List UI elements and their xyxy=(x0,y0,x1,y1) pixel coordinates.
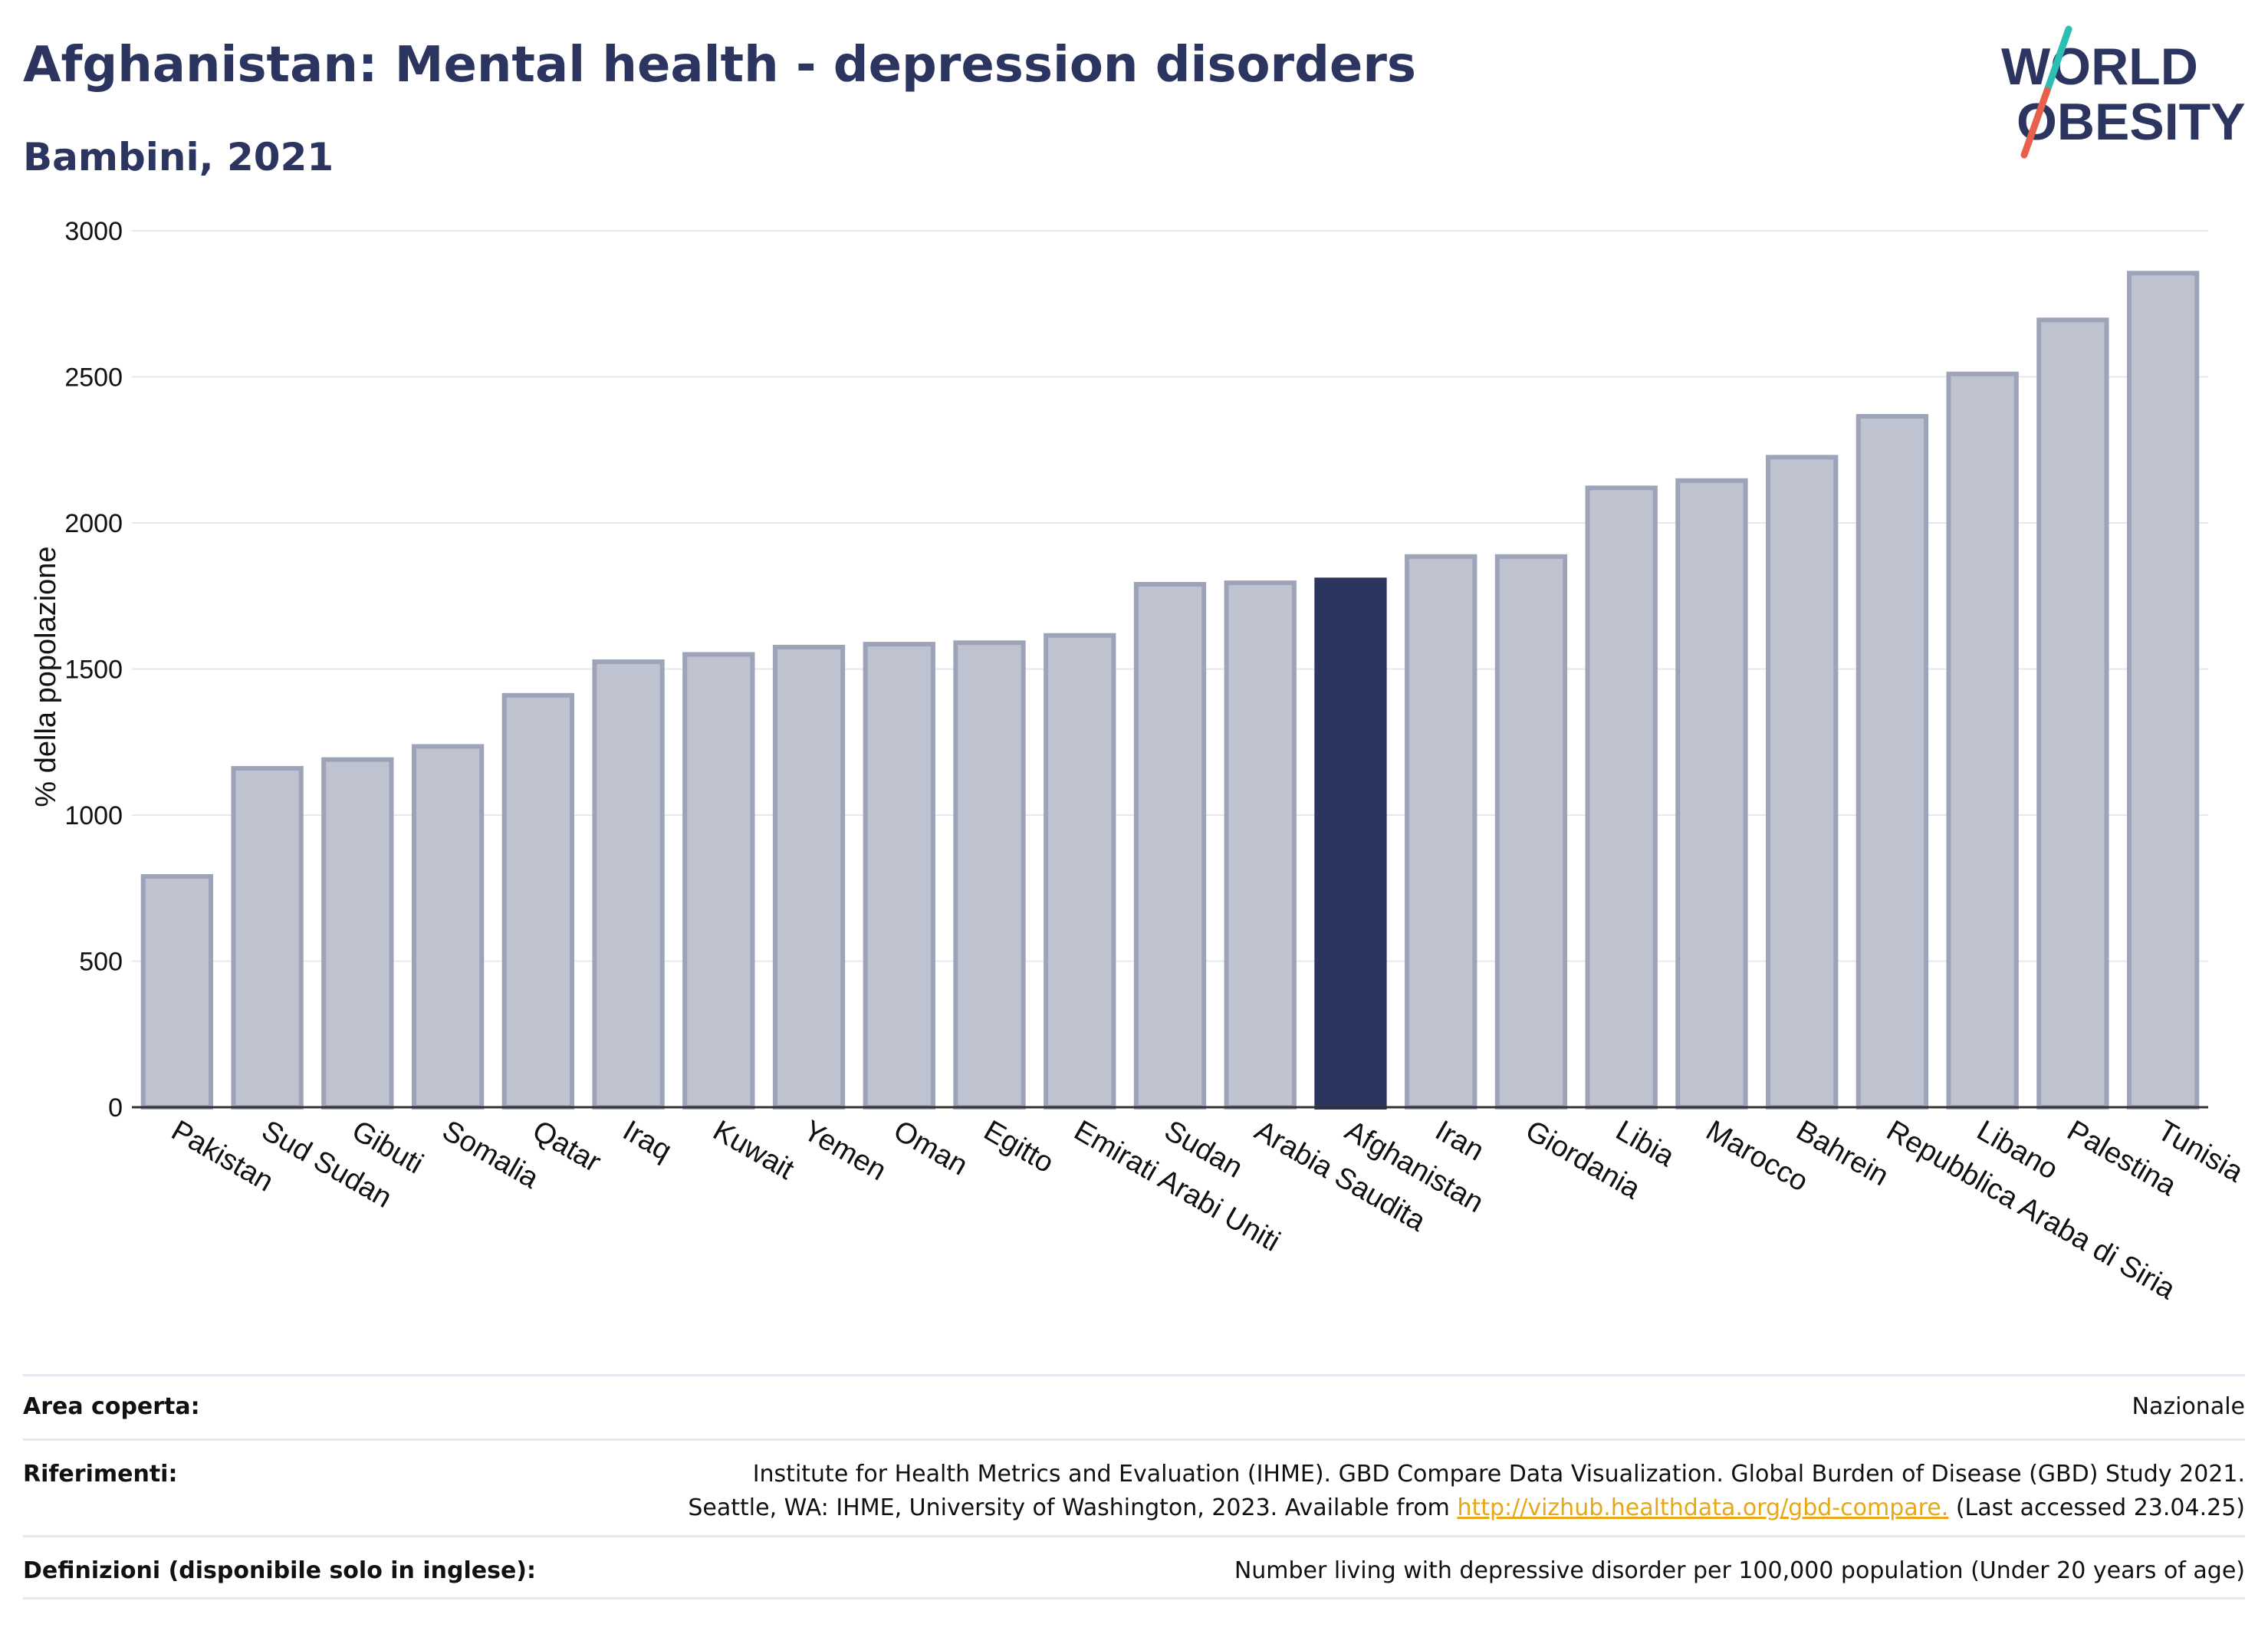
footer-row-definitions: Definizioni (disponibile solo in inglese… xyxy=(23,1535,2245,1599)
bar-afghanistan[interactable] xyxy=(1314,577,1387,1110)
bar-emirati-arabi-uniti[interactable] xyxy=(1044,633,1116,1110)
references-line2-pre: Seattle, WA: IHME, University of Washing… xyxy=(688,1494,1458,1521)
footer-table: Area coperta: Nazionale Riferimenti: Ins… xyxy=(23,1374,2245,1599)
bar-palestina[interactable] xyxy=(2036,317,2109,1110)
bar-tunisia[interactable] xyxy=(2126,271,2200,1110)
definitions-label: Definizioni (disponibile solo in inglese… xyxy=(23,1557,536,1584)
bar-libia[interactable] xyxy=(1585,485,1658,1110)
bar-arabia-saudita[interactable] xyxy=(1224,580,1297,1110)
bar-qatar[interactable] xyxy=(501,692,574,1110)
y-tick-label: 3000 xyxy=(64,217,123,246)
y-tick-label: 2000 xyxy=(64,509,123,538)
y-axis-label: % della popolazione xyxy=(30,546,62,807)
y-tick-label: 500 xyxy=(79,948,123,977)
bar-egitto[interactable] xyxy=(953,640,1026,1110)
bar-iraq[interactable] xyxy=(592,659,665,1110)
bar-marocco[interactable] xyxy=(1675,478,1748,1110)
y-tick-label: 1500 xyxy=(64,656,123,685)
y-tick-label: 2500 xyxy=(64,363,123,393)
x-tick-label: Kuwait xyxy=(708,1114,800,1186)
chart-subtitle: Bambini, 2021 xyxy=(23,135,334,179)
footer-row-references: Riferimenti: Institute for Health Metric… xyxy=(23,1438,2245,1535)
bar-sudan[interactable] xyxy=(1133,582,1207,1110)
bar-kuwait[interactable] xyxy=(682,652,755,1110)
area-value: Nazionale xyxy=(2132,1393,2245,1420)
bar-giordania[interactable] xyxy=(1494,554,1568,1110)
x-tick-label: Iran xyxy=(1430,1114,1490,1167)
bar-somalia[interactable] xyxy=(411,744,485,1110)
y-tick-label: 1000 xyxy=(64,801,123,830)
x-tick-label: Pakistan xyxy=(166,1114,278,1198)
footer-row-area: Area coperta: Nazionale xyxy=(23,1374,2245,1438)
logo-slash-coral xyxy=(2020,87,2051,159)
references-line2-post: (Last accessed 23.04.25) xyxy=(1948,1494,2245,1521)
bar-bahrein[interactable] xyxy=(1766,455,1839,1110)
references-link[interactable]: http://vizhub.healthdata.org/gbd-compare… xyxy=(1457,1494,1949,1521)
bar-oman[interactable] xyxy=(863,642,935,1110)
chart-title: Afghanistan: Mental health - depression … xyxy=(23,37,1416,94)
x-tick-label: Oman xyxy=(888,1114,973,1182)
world-obesity-logo: WORLD OBESITY xyxy=(2001,25,2246,159)
logo-line2: OBESITY xyxy=(2017,93,2246,151)
bar-yemen[interactable] xyxy=(772,644,846,1110)
x-tick-label: Somalia xyxy=(437,1114,545,1195)
area-label: Area coperta: xyxy=(23,1393,200,1420)
bars xyxy=(140,271,2200,1110)
bar-iran[interactable] xyxy=(1405,554,1477,1110)
references-value: Institute for Health Metrics and Evaluat… xyxy=(688,1458,2245,1525)
x-tick-label: Iraq xyxy=(617,1114,677,1167)
bar-pakistan[interactable] xyxy=(140,874,214,1110)
x-tick-label: Egitto xyxy=(978,1114,1059,1179)
logo-slash-teal xyxy=(2043,25,2072,94)
y-tick-label: 0 xyxy=(108,1093,123,1123)
x-tick-label: Marocco xyxy=(1701,1114,1813,1198)
bar-repubblica-araba-di-siria[interactable] xyxy=(1855,413,1929,1110)
references-line1: Institute for Health Metrics and Evaluat… xyxy=(752,1461,2245,1488)
bar-libano[interactable] xyxy=(1946,371,2019,1110)
x-tick-label: Yemen xyxy=(798,1114,892,1187)
references-label: Riferimenti: xyxy=(23,1461,178,1488)
bar-sud-sudan[interactable] xyxy=(231,766,304,1110)
logo-line1: WORLD xyxy=(2001,38,2198,96)
definitions-value: Number living with depressive disorder p… xyxy=(1234,1557,2245,1584)
bar-gibuti[interactable] xyxy=(321,757,394,1110)
